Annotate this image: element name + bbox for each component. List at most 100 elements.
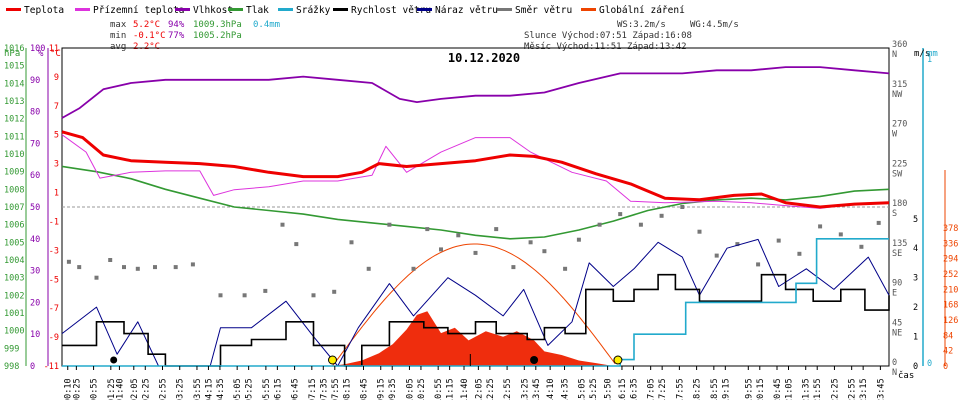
direction-tick-degrees: 45 bbox=[892, 318, 902, 328]
wind-direction-point bbox=[135, 266, 140, 271]
time-tick-label: 04:35 bbox=[216, 378, 226, 400]
hpa-tick-label: 1010 bbox=[4, 150, 24, 160]
wind-direction-point bbox=[332, 289, 337, 294]
time-tick-label: 13:45 bbox=[532, 378, 542, 400]
wind-direction-point bbox=[528, 240, 533, 245]
time-tick-label: 23:15 bbox=[859, 378, 869, 400]
time-tick-label: 05:25 bbox=[245, 378, 255, 400]
wind-direction-point bbox=[218, 293, 223, 298]
stats-min-temp: -0.1°C bbox=[133, 31, 166, 41]
wind-tick-label: 2 bbox=[913, 303, 918, 313]
wind-direction-point bbox=[311, 293, 316, 298]
time-tick-label: 08:15 bbox=[342, 378, 352, 400]
time-tick-label: 07:55 bbox=[331, 378, 341, 400]
chart-title: 10.12.2020 bbox=[448, 51, 520, 65]
legend-swatch bbox=[581, 8, 596, 11]
wind-direction-point bbox=[77, 265, 82, 270]
hpa-tick-label: 1011 bbox=[4, 132, 24, 142]
pct-tick-label: 70 bbox=[30, 139, 40, 149]
direction-tick-degrees: 90 bbox=[892, 279, 902, 289]
legend-swatch bbox=[228, 8, 243, 11]
radiation-tick-label: 210 bbox=[943, 285, 958, 295]
legend-item-label: Náraz větru bbox=[435, 5, 498, 16]
hpa-tick-label: 1007 bbox=[4, 203, 24, 213]
wind-direction-point bbox=[456, 233, 461, 238]
wind-tick-label: 5 bbox=[913, 215, 918, 225]
time-tick-label: 21:05 bbox=[784, 378, 794, 400]
wind-gust-line bbox=[61, 238, 890, 367]
humidity-line bbox=[61, 66, 890, 119]
hpa-tick-label: 1001 bbox=[4, 309, 24, 319]
pct-tick-label: 30 bbox=[30, 267, 40, 277]
pressure-line bbox=[61, 165, 890, 240]
time-tick-label: 17:55 bbox=[675, 378, 685, 400]
time-tick-label: 02:55 bbox=[159, 378, 169, 400]
direction-tick-degrees: 180 bbox=[892, 199, 907, 209]
direction-tick-label: SE bbox=[892, 249, 902, 259]
clear-sky-radiation-curve bbox=[332, 243, 616, 367]
time-tick-label: 01:25 bbox=[107, 378, 117, 400]
radiation-tick-label: 42 bbox=[943, 347, 953, 357]
wind-direction-point bbox=[576, 237, 581, 242]
temp-tick-label: -7 bbox=[49, 304, 59, 314]
wind-direction-point bbox=[638, 222, 643, 227]
wind-direction-point bbox=[242, 293, 247, 298]
temp-tick-label: 9 bbox=[54, 73, 59, 83]
stats-min-label: min bbox=[110, 31, 126, 41]
time-tick-label: 16:35 bbox=[629, 378, 639, 400]
axis-pct-label: % bbox=[38, 49, 44, 59]
time-tick-label: 08:45 bbox=[360, 378, 370, 400]
radiation-area bbox=[330, 311, 614, 366]
time-tick-label: 03:25 bbox=[176, 378, 186, 400]
axis-ms-label: m/s bbox=[914, 49, 930, 59]
time-tick-label: 03:55 bbox=[193, 378, 203, 400]
temp-tick-label: -3 bbox=[49, 246, 59, 256]
wind-speed-line bbox=[62, 273, 890, 367]
stats-max-temp: 5.2°C bbox=[133, 20, 160, 30]
radiation-tick-label: 336 bbox=[943, 239, 958, 249]
wind-direction-point bbox=[411, 266, 416, 271]
wind-direction-point bbox=[190, 262, 195, 267]
wind-direction-point bbox=[542, 249, 547, 254]
legend-item-label: Vlhkost bbox=[193, 5, 233, 16]
time-tick-label: 07:35 bbox=[319, 378, 329, 400]
time-tick-label: 00:10 bbox=[64, 378, 74, 400]
ground-temperature-line bbox=[61, 134, 890, 209]
time-tick-label: 15:50 bbox=[604, 378, 614, 400]
time-tick-label: 09:35 bbox=[388, 378, 398, 400]
direction-tick-label: E bbox=[892, 289, 897, 299]
hpa-tick-label: 1012 bbox=[4, 115, 24, 125]
wind-direction-point bbox=[153, 265, 157, 270]
stats-block: max 5.2°C 94% 1009.3hPa 0.4mm min -0.1°C… bbox=[110, 20, 739, 52]
sunrise-icon bbox=[327, 355, 337, 365]
time-tick-label: 04:15 bbox=[204, 378, 214, 400]
pct-tick-label: 80 bbox=[30, 108, 40, 118]
stats-moon: Měsíc Východ:11:51 Západ:13:42 bbox=[524, 42, 687, 52]
wind-direction-point bbox=[122, 265, 126, 270]
temp-tick-label: 11 bbox=[49, 44, 59, 54]
direction-tick-label: W bbox=[892, 130, 898, 140]
time-tick-label: 12:25 bbox=[486, 378, 496, 400]
direction-tick-degrees: 0 bbox=[892, 358, 897, 368]
wind-direction-point bbox=[263, 288, 268, 293]
wind-direction-point bbox=[697, 229, 702, 234]
wind-tick-label: 3 bbox=[913, 274, 918, 284]
hpa-tick-label: 1009 bbox=[4, 168, 24, 178]
time-tick-label: 15:05 bbox=[578, 378, 588, 400]
time-tick-label: 05:05 bbox=[233, 378, 243, 400]
hpa-tick-label: 1013 bbox=[4, 97, 24, 107]
legend-item-label: Tlak bbox=[246, 5, 269, 16]
legend-swatch bbox=[175, 8, 190, 11]
chart-legend: Teplota Přízemní teplota Vlhkost Tlak Srážky… bbox=[6, 5, 685, 16]
time-tick-label: 20:15 bbox=[756, 378, 766, 400]
axis-mm-label: mm bbox=[927, 49, 938, 59]
time-tick-label: 00:25 bbox=[72, 378, 82, 400]
legend-item-label: Teplota bbox=[24, 5, 64, 16]
time-tick-label: 16:15 bbox=[618, 378, 628, 400]
wind-direction-point bbox=[439, 247, 443, 252]
time-tick-label: 11:40 bbox=[460, 378, 470, 400]
time-tick-label: 18:25 bbox=[693, 378, 703, 400]
time-tick-label: 09:15 bbox=[377, 378, 387, 400]
